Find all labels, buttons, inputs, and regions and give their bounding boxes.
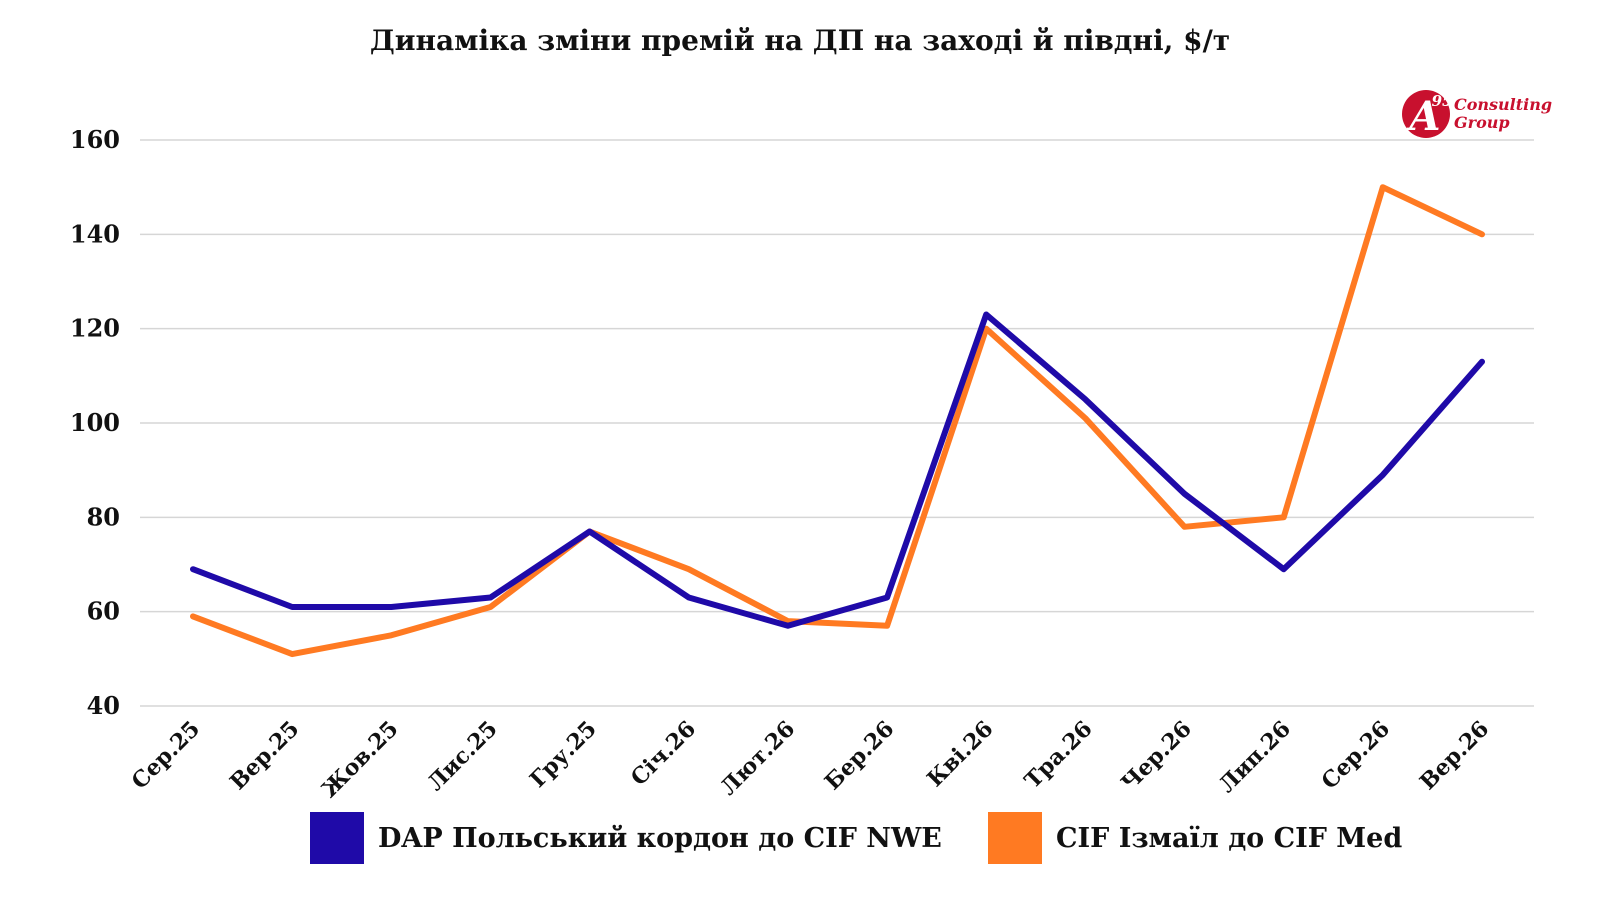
x-tick-label: Січ.26	[626, 716, 701, 791]
x-tick-label: Бер.26	[820, 716, 900, 796]
legend-swatch-1	[310, 812, 364, 864]
y-tick-label: 40	[87, 691, 120, 720]
y-tick-label: 120	[70, 314, 120, 343]
x-axis-ticks: Сер.25 Вер.25 Жов.25 Лис.25 Гру.25 Січ.26 Лют.…	[127, 716, 1495, 803]
x-tick-label: Вер.26	[1415, 716, 1494, 795]
legend-label-2: CIF Ізмаїл до CIF Med	[1056, 823, 1402, 854]
y-axis-ticks: 40 60 80 100 120 140 160	[70, 125, 120, 720]
legend-label-1: DAP Польський кордон до CIF NWE	[378, 823, 942, 854]
y-tick-label: 80	[87, 502, 120, 531]
logo-line2: Group	[1454, 113, 1510, 132]
company-logo: A 95 Consulting Group	[1402, 90, 1552, 140]
logo-mark-sup: 95	[1432, 92, 1453, 110]
x-tick-label: Сер.26	[1316, 716, 1395, 795]
x-tick-label: Тра.26	[1020, 716, 1098, 794]
logo-mark: A	[1405, 93, 1440, 140]
x-tick-label: Лют.26	[715, 716, 800, 801]
x-tick-label: Кві.26	[922, 716, 998, 792]
logo-line1: Consulting	[1454, 95, 1552, 114]
y-tick-label: 100	[70, 408, 120, 437]
x-tick-label: Вер.25	[225, 716, 304, 795]
series-line-1	[190, 311, 1485, 629]
grid-lines	[140, 139, 1534, 707]
x-tick-label: Сер.25	[127, 716, 206, 795]
x-tick-label: Чер.26	[1116, 716, 1196, 796]
series-line-2	[190, 184, 1485, 658]
y-tick-label: 160	[70, 125, 120, 154]
y-tick-label: 140	[70, 219, 120, 248]
chart-title: Динаміка зміни премій на ДП на заході й …	[369, 24, 1231, 57]
legend: DAP Польський кордон до CIF NWE CIF Ізмаї…	[310, 812, 1402, 864]
x-tick-label: Жов.25	[316, 716, 403, 803]
x-tick-label: Гру.25	[525, 716, 602, 793]
x-tick-label: Лип.26	[1214, 716, 1296, 798]
series-lines	[190, 184, 1485, 658]
x-tick-label: Лис.25	[422, 716, 502, 796]
y-tick-label: 60	[87, 597, 120, 626]
logo-circle	[1402, 90, 1450, 138]
legend-swatch-2	[988, 812, 1042, 864]
